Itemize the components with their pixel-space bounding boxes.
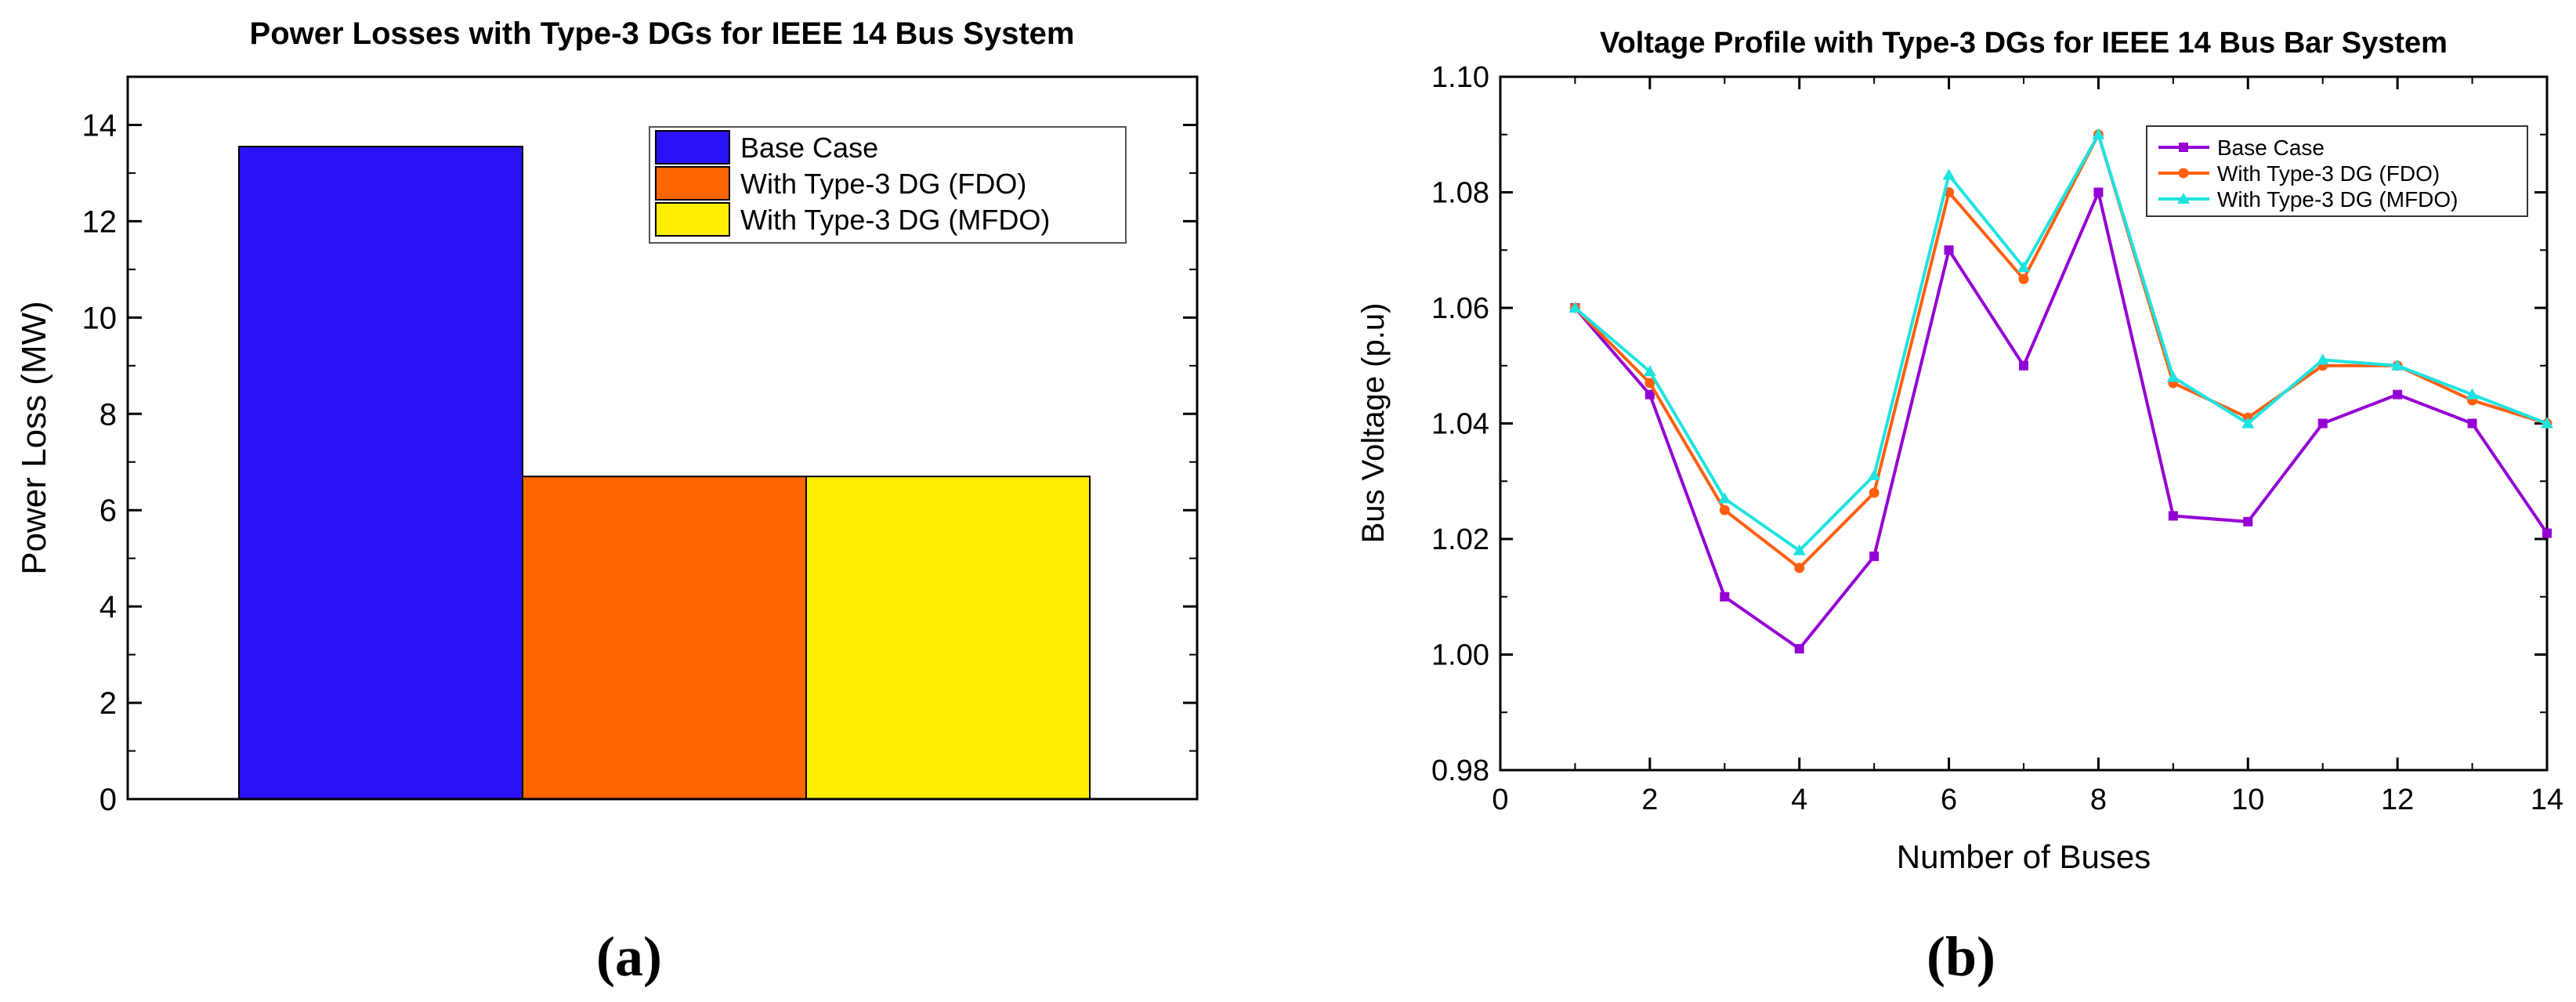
data-point-base-case xyxy=(1644,389,1655,400)
data-point-base-case xyxy=(2467,418,2477,429)
data-point-with-type-3-dg-mfdo xyxy=(1568,302,1582,313)
legend-swatch xyxy=(655,166,730,201)
chart-a-plot-frame xyxy=(126,75,1199,801)
legend-label: Base Case xyxy=(740,132,878,164)
y-tick-label: 1.10 xyxy=(1431,61,1489,94)
data-point-with-type-3-dg-fdo xyxy=(1644,378,1655,389)
data-point-base-case xyxy=(2243,516,2253,526)
data-point-with-type-3-dg-fdo xyxy=(1869,487,1880,498)
y-tick-label: 1.04 xyxy=(1431,408,1489,441)
legend-label: With Type-3 DG (MFDO) xyxy=(740,204,1050,236)
x-tick-label: 4 xyxy=(1791,783,1807,816)
data-point-with-type-3-dg-fdo xyxy=(1719,505,1730,515)
legend-marker xyxy=(2179,143,2188,152)
panel-b-caption: (b) xyxy=(1927,925,1995,988)
series-line-base-case xyxy=(1573,187,2549,651)
series-with-type-3-dg-mfdo xyxy=(1568,128,2553,555)
bar-with-type-3-dg-mfdo xyxy=(805,476,1091,800)
data-point-with-type-3-dg-mfdo xyxy=(1718,492,1731,504)
chart-a-legend: Base Case With Type-3 DG (FDO) With Type-3… xyxy=(649,126,1127,244)
y-tick-label: 6 xyxy=(99,494,117,528)
data-point-with-type-3-dg-mfdo xyxy=(2541,417,2553,429)
chart-b-y-axis-label: Bus Voltage (p.u) xyxy=(1356,303,1391,544)
chart-a-title: Power Losses with Type-3 DGs for IEEE 14… xyxy=(250,16,1075,51)
legend-box xyxy=(2146,125,2528,217)
chart-b-title: Voltage Profile with Type-3 DGs for IEEE… xyxy=(1600,27,2448,60)
data-point-with-type-3-dg-mfdo xyxy=(1868,468,1881,480)
power-loss-bar-chart: Power Losses with Type-3 DGs for IEEE 14… xyxy=(15,16,1199,988)
data-point-base-case xyxy=(1794,644,1804,654)
data-point-with-type-3-dg-mfdo xyxy=(2316,353,2329,365)
bar-base-case xyxy=(238,146,523,801)
data-point-with-type-3-dg-mfdo xyxy=(1643,365,1656,377)
data-point-with-type-3-dg-mfdo xyxy=(2241,417,2255,429)
x-tick-label: 14 xyxy=(2531,783,2563,816)
x-tick-label: 6 xyxy=(1941,783,1957,816)
series-base-case xyxy=(1570,187,2552,654)
y-tick-label: 1.02 xyxy=(1431,523,1489,556)
data-point-with-type-3-dg-mfdo xyxy=(1942,168,1956,180)
legend-label: Base Case xyxy=(2217,136,2325,160)
legend-label: With Type-3 DG (FDO) xyxy=(740,168,1026,200)
legend-marker xyxy=(2178,168,2189,179)
data-point-with-type-3-dg-fdo xyxy=(2018,273,2029,284)
y-tick-label: 12 xyxy=(82,204,118,239)
panel-a-caption: (a) xyxy=(596,925,662,988)
data-point-base-case xyxy=(2542,528,2552,538)
voltage-profile-line-chart: Voltage Profile with Type-3 DGs for IEEE… xyxy=(1356,27,2563,988)
data-point-base-case xyxy=(1869,552,1880,562)
data-point-base-case xyxy=(2393,389,2403,400)
y-tick-label: 0 xyxy=(99,783,117,817)
x-tick-label: 2 xyxy=(1641,783,1658,816)
y-tick-label: 8 xyxy=(99,397,117,432)
x-tick-label: 0 xyxy=(1492,783,1508,816)
y-tick-label: 1.00 xyxy=(1431,639,1489,672)
data-point-with-type-3-dg-mfdo xyxy=(2466,388,2479,400)
chart-a-y-axis-label: Power Loss (MW) xyxy=(15,301,53,575)
x-tick-label: 12 xyxy=(2381,783,2414,816)
data-point-with-type-3-dg-mfdo xyxy=(2391,359,2404,371)
bar-with-type-3-dg-fdo xyxy=(522,476,807,800)
data-point-base-case xyxy=(2168,511,2178,521)
legend-label: With Type-3 DG (FDO) xyxy=(2217,161,2440,186)
series-line-with-type-3-dg-mfdo xyxy=(1574,130,2548,553)
legend-marker xyxy=(2177,193,2190,204)
data-point-with-type-3-dg-mfdo xyxy=(1793,544,1806,555)
chart-b-x-axis-label: Number of Buses xyxy=(1897,838,2151,875)
data-point-with-type-3-dg-fdo xyxy=(1794,562,1805,573)
data-point-base-case xyxy=(2317,418,2328,429)
x-tick-label: 8 xyxy=(2090,783,2107,816)
data-point-base-case xyxy=(2093,187,2104,197)
data-point-with-type-3-dg-mfdo xyxy=(2166,371,2180,382)
y-tick-label: 1.06 xyxy=(1431,292,1489,325)
data-point-base-case xyxy=(1944,245,1954,255)
y-tick-label: 0.98 xyxy=(1431,754,1489,787)
legend-swatch xyxy=(655,202,730,237)
y-tick-label: 14 xyxy=(82,108,118,143)
legend-label: With Type-3 DG (MFDO) xyxy=(2217,187,2458,212)
y-tick-label: 10 xyxy=(82,301,118,335)
x-tick-label: 10 xyxy=(2231,783,2264,816)
y-tick-label: 4 xyxy=(99,590,117,624)
y-tick-label: 2 xyxy=(99,686,117,721)
data-point-with-type-3-dg-mfdo xyxy=(2092,128,2105,139)
legend-swatch xyxy=(655,130,730,165)
data-point-base-case xyxy=(2019,360,2028,371)
data-point-base-case xyxy=(1720,591,1730,602)
data-point-with-type-3-dg-mfdo xyxy=(2017,261,2030,273)
y-tick-label: 1.08 xyxy=(1431,177,1489,210)
